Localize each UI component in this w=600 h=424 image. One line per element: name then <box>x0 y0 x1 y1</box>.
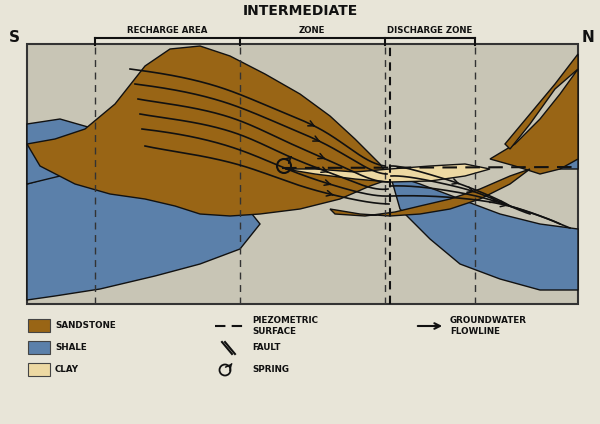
Text: RECHARGE AREA: RECHARGE AREA <box>127 26 207 35</box>
Polygon shape <box>330 169 530 216</box>
Polygon shape <box>27 166 260 300</box>
Text: FAULT: FAULT <box>252 343 281 352</box>
Text: ZONE: ZONE <box>299 26 325 35</box>
Text: DISCHARGE ZONE: DISCHARGE ZONE <box>388 26 473 35</box>
Text: SHALE: SHALE <box>55 343 87 352</box>
Bar <box>28 341 50 354</box>
Polygon shape <box>505 54 578 149</box>
Bar <box>27 44 578 304</box>
Polygon shape <box>520 114 578 169</box>
Bar <box>28 363 50 376</box>
Text: SANDSTONE: SANDSTONE <box>55 321 116 330</box>
Polygon shape <box>390 174 578 290</box>
Text: SPRING: SPRING <box>252 365 289 374</box>
Text: INTERMEDIATE: INTERMEDIATE <box>242 4 358 18</box>
Polygon shape <box>27 46 390 216</box>
Polygon shape <box>285 164 490 182</box>
Polygon shape <box>490 69 578 174</box>
Text: N: N <box>581 30 595 45</box>
Bar <box>28 319 50 332</box>
Polygon shape <box>27 119 110 184</box>
Text: S: S <box>8 30 19 45</box>
Text: PIEZOMETRIC
SURFACE: PIEZOMETRIC SURFACE <box>252 316 318 336</box>
Text: CLAY: CLAY <box>55 365 79 374</box>
Text: GROUNDWATER
FLOWLINE: GROUNDWATER FLOWLINE <box>450 316 527 336</box>
